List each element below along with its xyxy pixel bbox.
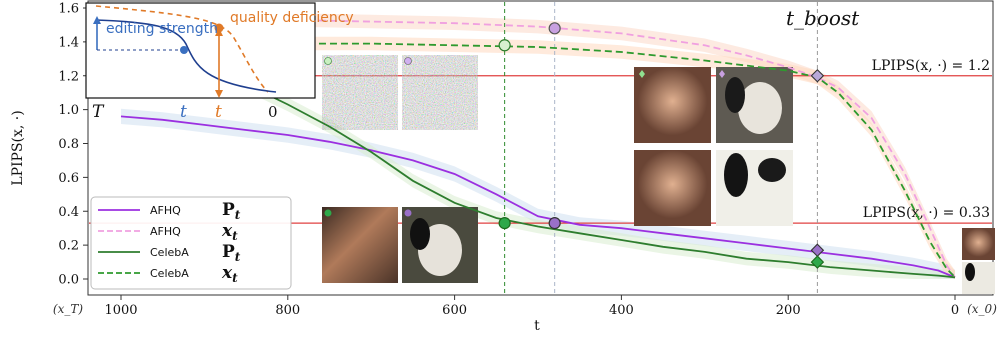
noisy-dog-thumbnail [402,55,478,130]
inset-editing-point [180,46,188,54]
dog-edited-ear [410,218,430,250]
legend-symbol-1: xt [221,221,238,243]
reference-line-label-0: LPIPS(x, ·) = 1.2 [872,58,990,74]
face-thumbnail-edited [322,207,398,283]
legend-symbol-2: Pt [222,242,241,264]
x-tick-label-400: 400 [609,303,634,318]
thumb-dot-purple-light [404,57,412,65]
thumbnail-images [322,55,995,294]
inset-axis-t-orange: t [215,102,222,122]
x-axis-ticks: 1000 800 600 400 200 0 [104,295,959,318]
dog-clean-patch [758,158,786,182]
legend-label-1: AFHQ [150,225,181,238]
line-afhq-x-t [120,15,956,278]
y-axis-ticks: 0.0 0.2 0.4 0.6 0.8 1.0 1.2 1.4 1.6 [58,2,88,288]
dog-face-patch [738,82,782,134]
inset-quality-label: quality deficiency [230,10,354,26]
noisy-face-thumbnail [322,55,398,130]
inset-solid-curve [95,19,277,93]
dog-clean-ear [724,153,748,197]
thumb-dot-green [324,209,332,217]
x-tick-label-600: 600 [442,303,467,318]
y-tick-label-3: 0.6 [58,171,79,186]
chart-markers [498,22,825,269]
inset-axis-T: T [92,102,105,122]
thumb-dot-green-light [324,57,332,65]
legend-label-2: CelebA [150,246,189,259]
marker-circle-3 [548,217,561,230]
x-right-end-label: (x_0) [967,302,997,316]
inset-axis-t-blue: t [180,102,187,122]
inset-diagram: editing strength quality deficiency T t … [85,2,354,122]
inset-quality-point [214,23,224,33]
legend-label-3: CelebA [150,267,189,280]
x-tick-label-200: 200 [776,303,801,318]
marker-circle-0 [498,39,511,52]
line-celeba-x-t [120,41,956,278]
inset-editing-arrowhead [93,16,101,24]
x-left-end-label: (x_T) [53,302,83,316]
inset-dashed-curve [95,5,269,93]
inset-quality-arrowhead-down [215,90,223,98]
dog-final-ear [965,263,975,281]
x-tick-label-1000: 1000 [104,303,137,318]
x-tick-label-0: 0 [951,303,959,318]
marker-diamond-6 [810,255,825,269]
y-tick-label-0: 0.0 [58,273,79,288]
legend-symbol-3: xt [221,263,238,285]
y-tick-label-4: 0.8 [58,137,79,152]
y-axis-label: LPIPS(x, ·) [10,110,26,185]
y-tick-label-8: 1.6 [58,2,79,17]
x-axis-label: t [534,318,540,334]
band-afhq-p-t [121,108,955,279]
face-thumbnail-final [962,228,995,260]
thumb-dot-purple [404,209,412,217]
legend-box [90,196,292,290]
inset-box [85,2,316,99]
t-boost-label: t_boost [786,6,860,30]
y-tick-label-2: 0.4 [58,205,79,220]
reference-line-label-1: LPIPS(x, ·) = 0.33 [863,205,990,221]
plot-frame [87,0,994,296]
x-tick-label-800: 800 [275,303,300,318]
y-tick-label-1: 0.2 [58,239,79,254]
inset-axis-zero: 0 [268,103,278,121]
inset-editing-label: editing strength [106,21,218,37]
thumb-diamond-purple [719,70,725,78]
marker-diamond-4 [810,68,825,83]
thumb-diamond-green [639,70,645,78]
dog-ear-left [725,77,745,113]
face-thumbnail-mid-noise [634,67,711,143]
legend-label-0: AFHQ [150,204,181,217]
y-tick-label-6: 1.2 [58,69,79,84]
legend: AFHQ Pt AFHQ xt CelebA Pt CelebA xt [90,196,292,290]
legend-symbol-0: Pt [222,200,241,222]
marker-circle-1 [548,22,561,35]
y-tick-label-5: 1.0 [58,103,79,118]
y-tick-label-7: 1.4 [58,35,79,50]
face-thumbnail-clean [634,150,711,226]
marker-circle-2 [498,217,511,230]
